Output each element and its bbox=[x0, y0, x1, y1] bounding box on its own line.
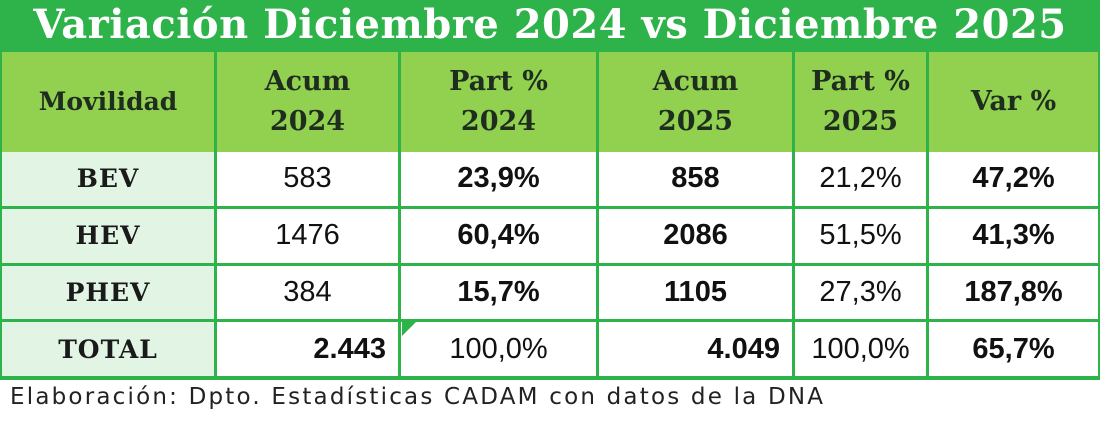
cell-bev-acum-2024: 583 bbox=[217, 152, 401, 209]
table-row-bev: BEV 583 23,9% 858 21,2% 47,2% bbox=[2, 152, 1098, 209]
variation-table: Movilidad Acum 2024 Part % 2024 Acum 202… bbox=[2, 52, 1098, 376]
cell-phev-part-2024: 15,7% bbox=[401, 265, 599, 323]
header-acum-2024-line2: 2024 bbox=[269, 106, 346, 137]
table-row-total: TOTAL 2.443 100,0% 4.049 100,0% 65,7% bbox=[2, 322, 1098, 376]
header-var: Var % bbox=[929, 52, 1098, 152]
header-part-2025: Part % 2025 bbox=[795, 52, 929, 152]
cell-phev-part-2025: 27,3% bbox=[795, 265, 929, 323]
cell-comment-marker bbox=[402, 322, 416, 336]
header-part-2024: Part % 2024 bbox=[401, 52, 599, 152]
cell-phev-var: 187,8% bbox=[929, 265, 1098, 323]
row-label-total: TOTAL bbox=[2, 322, 217, 376]
cell-bev-part-2024: 23,9% bbox=[401, 152, 599, 209]
header-movilidad: Movilidad bbox=[2, 52, 217, 152]
cell-phev-acum-2025: 1105 bbox=[599, 265, 795, 323]
cell-hev-part-2025: 51,5% bbox=[795, 208, 929, 266]
cell-hev-part-2024: 60,4% bbox=[401, 208, 599, 266]
header-acum-2025: Acum 2025 bbox=[599, 52, 795, 152]
source-footnote: Elaboración: Dpto. Estadísticas CADAM co… bbox=[10, 384, 826, 410]
table-row-phev: PHEV 384 15,7% 1105 27,3% 187,8% bbox=[2, 265, 1098, 323]
cell-bev-var: 47,2% bbox=[929, 152, 1098, 209]
table-title: Variación Diciembre 2024 vs Diciembre 20… bbox=[0, 0, 1100, 50]
cell-total-acum-2024: 2.443 bbox=[217, 322, 401, 376]
header-part-2024-line2: 2024 bbox=[460, 106, 537, 137]
cell-hev-acum-2024: 1476 bbox=[217, 208, 401, 266]
cell-hev-var: 41,3% bbox=[929, 208, 1098, 266]
header-acum-2024-line1: Acum bbox=[264, 66, 351, 97]
cell-hev-acum-2025: 2086 bbox=[599, 208, 795, 266]
row-label-hev: HEV bbox=[2, 208, 217, 266]
cell-total-part-2024: 100,0% bbox=[401, 322, 599, 376]
cell-total-acum-2025: 4.049 bbox=[599, 322, 795, 376]
header-row: Movilidad Acum 2024 Part % 2024 Acum 202… bbox=[2, 52, 1098, 152]
header-part-2024-line1: Part % bbox=[449, 66, 548, 97]
row-label-bev: BEV bbox=[2, 152, 217, 209]
table-row-hev: HEV 1476 60,4% 2086 51,5% 41,3% bbox=[2, 208, 1098, 266]
cell-bev-part-2025: 21,2% bbox=[795, 152, 929, 209]
header-acum-2025-line2: 2025 bbox=[657, 106, 734, 137]
header-part-2025-line2: 2025 bbox=[822, 106, 899, 137]
header-part-2025-line1: Part % bbox=[811, 66, 910, 97]
header-acum-2025-line1: Acum bbox=[652, 66, 739, 97]
cell-total-part-2025: 100,0% bbox=[795, 322, 929, 376]
cell-phev-acum-2024: 384 bbox=[217, 265, 401, 323]
header-acum-2024: Acum 2024 bbox=[217, 52, 401, 152]
row-label-phev: PHEV bbox=[2, 265, 217, 323]
cell-total-var: 65,7% bbox=[929, 322, 1098, 376]
cell-bev-acum-2025: 858 bbox=[599, 152, 795, 209]
